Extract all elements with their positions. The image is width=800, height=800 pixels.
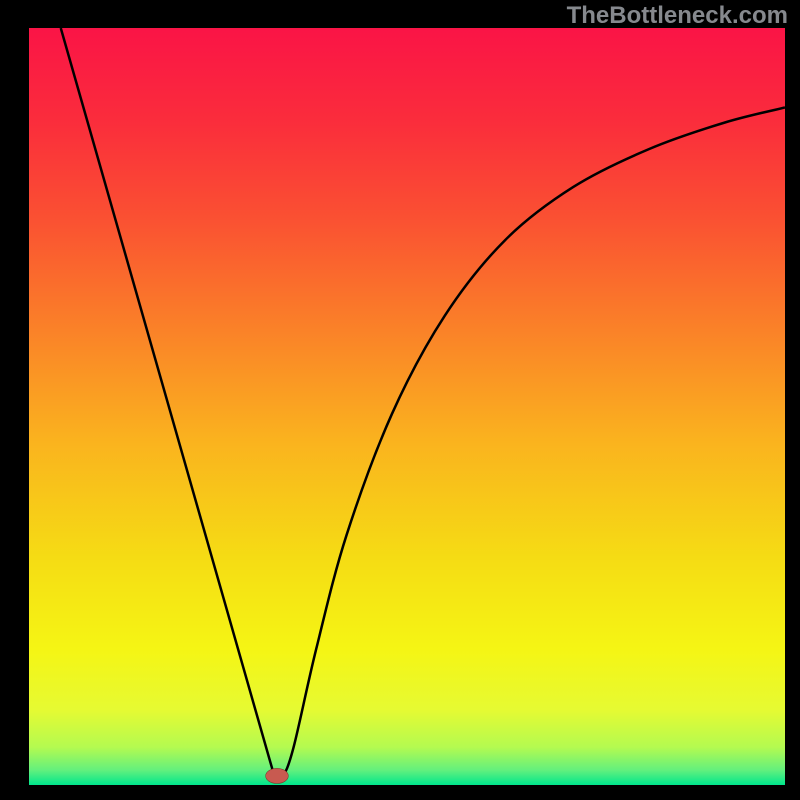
gradient-background — [29, 28, 785, 785]
optimal-point-marker — [266, 768, 289, 783]
watermark-label: TheBottleneck.com — [567, 2, 788, 30]
bottleneck-chart — [29, 28, 785, 785]
chart-container: TheBottleneck.com — [0, 0, 800, 800]
